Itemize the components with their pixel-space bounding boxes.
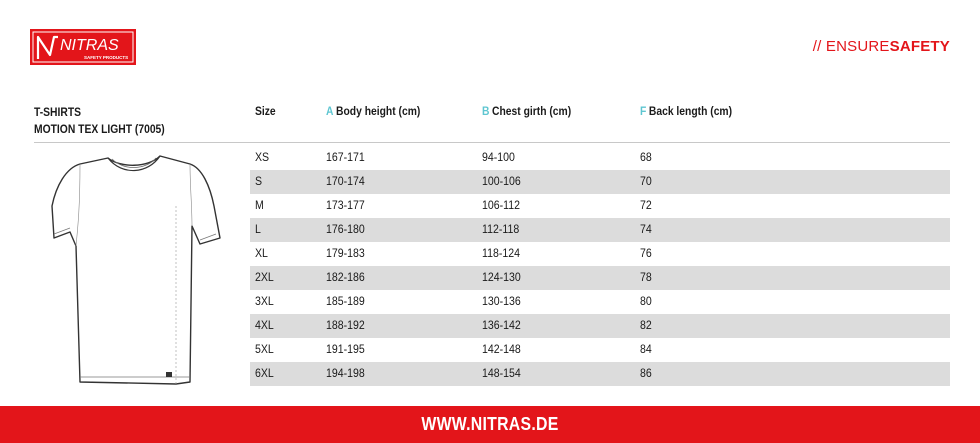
cell-chest-girth: 100-106 (482, 174, 521, 188)
cell-chest-girth: 94-100 (482, 150, 515, 164)
header-divider (34, 142, 950, 143)
header-back-length-letter: F (640, 104, 647, 118)
header-back-length: F Back length (cm) (640, 104, 732, 121)
header-chest-girth-letter: B (482, 104, 490, 118)
tagline-prefix: // ENSURE (812, 38, 890, 55)
cell-back-length: 86 (640, 366, 652, 380)
cell-chest-girth: 136-142 (482, 318, 521, 332)
cell-size: 3XL (255, 294, 274, 308)
cell-body-height: 194-198 (326, 366, 365, 380)
nitras-logo: NITRAS SAFETY PRODUCTS (30, 29, 136, 65)
table-row: M 173-177 106-112 72 (250, 194, 950, 218)
cell-size: 4XL (255, 318, 274, 332)
header-body-height-label: Body height (cm) (336, 104, 421, 118)
table-row: XL 179-183 118-124 76 (250, 242, 950, 266)
cell-size: XL (255, 246, 268, 260)
cell-chest-girth: 118-124 (482, 246, 520, 260)
tshirt-icon (51, 155, 221, 385)
table-row: 6XL 194-198 148-154 86 (250, 362, 950, 386)
cell-body-height: 173-177 (326, 198, 365, 212)
cell-size: XS (255, 150, 270, 164)
cell-back-length: 68 (640, 150, 652, 164)
cell-body-height: 170-174 (326, 174, 365, 188)
footer-bar: WWW.NITRAS.DE (0, 406, 980, 443)
size-table: XS 167-171 94-100 68 S 170-174 100-106 7… (250, 146, 950, 386)
cell-body-height: 185-189 (326, 294, 365, 308)
cell-back-length: 72 (640, 198, 652, 212)
cell-body-height: 182-186 (326, 270, 365, 284)
cell-back-length: 70 (640, 174, 652, 188)
tshirt-illustration (40, 146, 230, 386)
logo-text: NITRAS (60, 37, 119, 54)
product-title: T-SHIRTS MOTION TEX LIGHT (7005) (34, 104, 165, 138)
table-row: 3XL 185-189 130-136 80 (250, 290, 950, 314)
footer-url[interactable]: WWW.NITRAS.DE (421, 414, 559, 434)
cell-size: S (255, 174, 263, 188)
cell-size: 6XL (255, 366, 274, 380)
cell-back-length: 82 (640, 318, 652, 332)
cell-size: L (255, 222, 261, 236)
cell-size: 2XL (255, 270, 274, 284)
cell-body-height: 167-171 (326, 150, 365, 164)
product-category: T-SHIRTS (34, 105, 82, 119)
nitras-logo-mark: NITRAS SAFETY PRODUCTS (30, 29, 136, 65)
cell-body-height: 176-180 (326, 222, 365, 236)
tagline: // ENSURESAFETY (813, 38, 950, 55)
product-name: MOTION TEX LIGHT (7005) (34, 122, 165, 136)
table-row: 2XL 182-186 124-130 78 (250, 266, 950, 290)
header-chest-girth: B Chest girth (cm) (482, 104, 571, 121)
logo-subtext: SAFETY PRODUCTS (84, 55, 128, 60)
table-row: 5XL 191-195 142-148 84 (250, 338, 950, 362)
table-row: S 170-174 100-106 70 (250, 170, 950, 194)
cell-back-length: 84 (640, 342, 652, 356)
cell-chest-girth: 124-130 (482, 270, 521, 284)
cell-body-height: 179-183 (326, 246, 365, 260)
cell-body-height: 188-192 (326, 318, 365, 332)
header-back-length-label: Back length (cm) (648, 104, 733, 118)
cell-chest-girth: 148-154 (482, 366, 521, 380)
cell-back-length: 80 (640, 294, 652, 308)
header-chest-girth-label: Chest girth (cm) (492, 104, 572, 118)
cell-size: M (255, 198, 264, 212)
table-row: XS 167-171 94-100 68 (250, 146, 950, 170)
table-row: 4XL 188-192 136-142 82 (250, 314, 950, 338)
cell-body-height: 191-195 (326, 342, 365, 356)
table-row: L 176-180 112-118 74 (250, 218, 950, 242)
cell-back-length: 76 (640, 246, 652, 260)
cell-back-length: 78 (640, 270, 652, 284)
cell-chest-girth: 142-148 (482, 342, 521, 356)
header-size: Size (255, 104, 276, 121)
header-size-label: Size (255, 104, 276, 118)
tagline-suffix: SAFETY (889, 38, 950, 55)
cell-chest-girth: 106-112 (482, 198, 520, 212)
cell-chest-girth: 130-136 (482, 294, 521, 308)
cell-size: 5XL (255, 342, 274, 356)
header-body-height: A Body height (cm) (326, 104, 420, 121)
cell-chest-girth: 112-118 (482, 222, 520, 236)
header-body-height-letter: A (326, 104, 334, 118)
cell-back-length: 74 (640, 222, 652, 236)
